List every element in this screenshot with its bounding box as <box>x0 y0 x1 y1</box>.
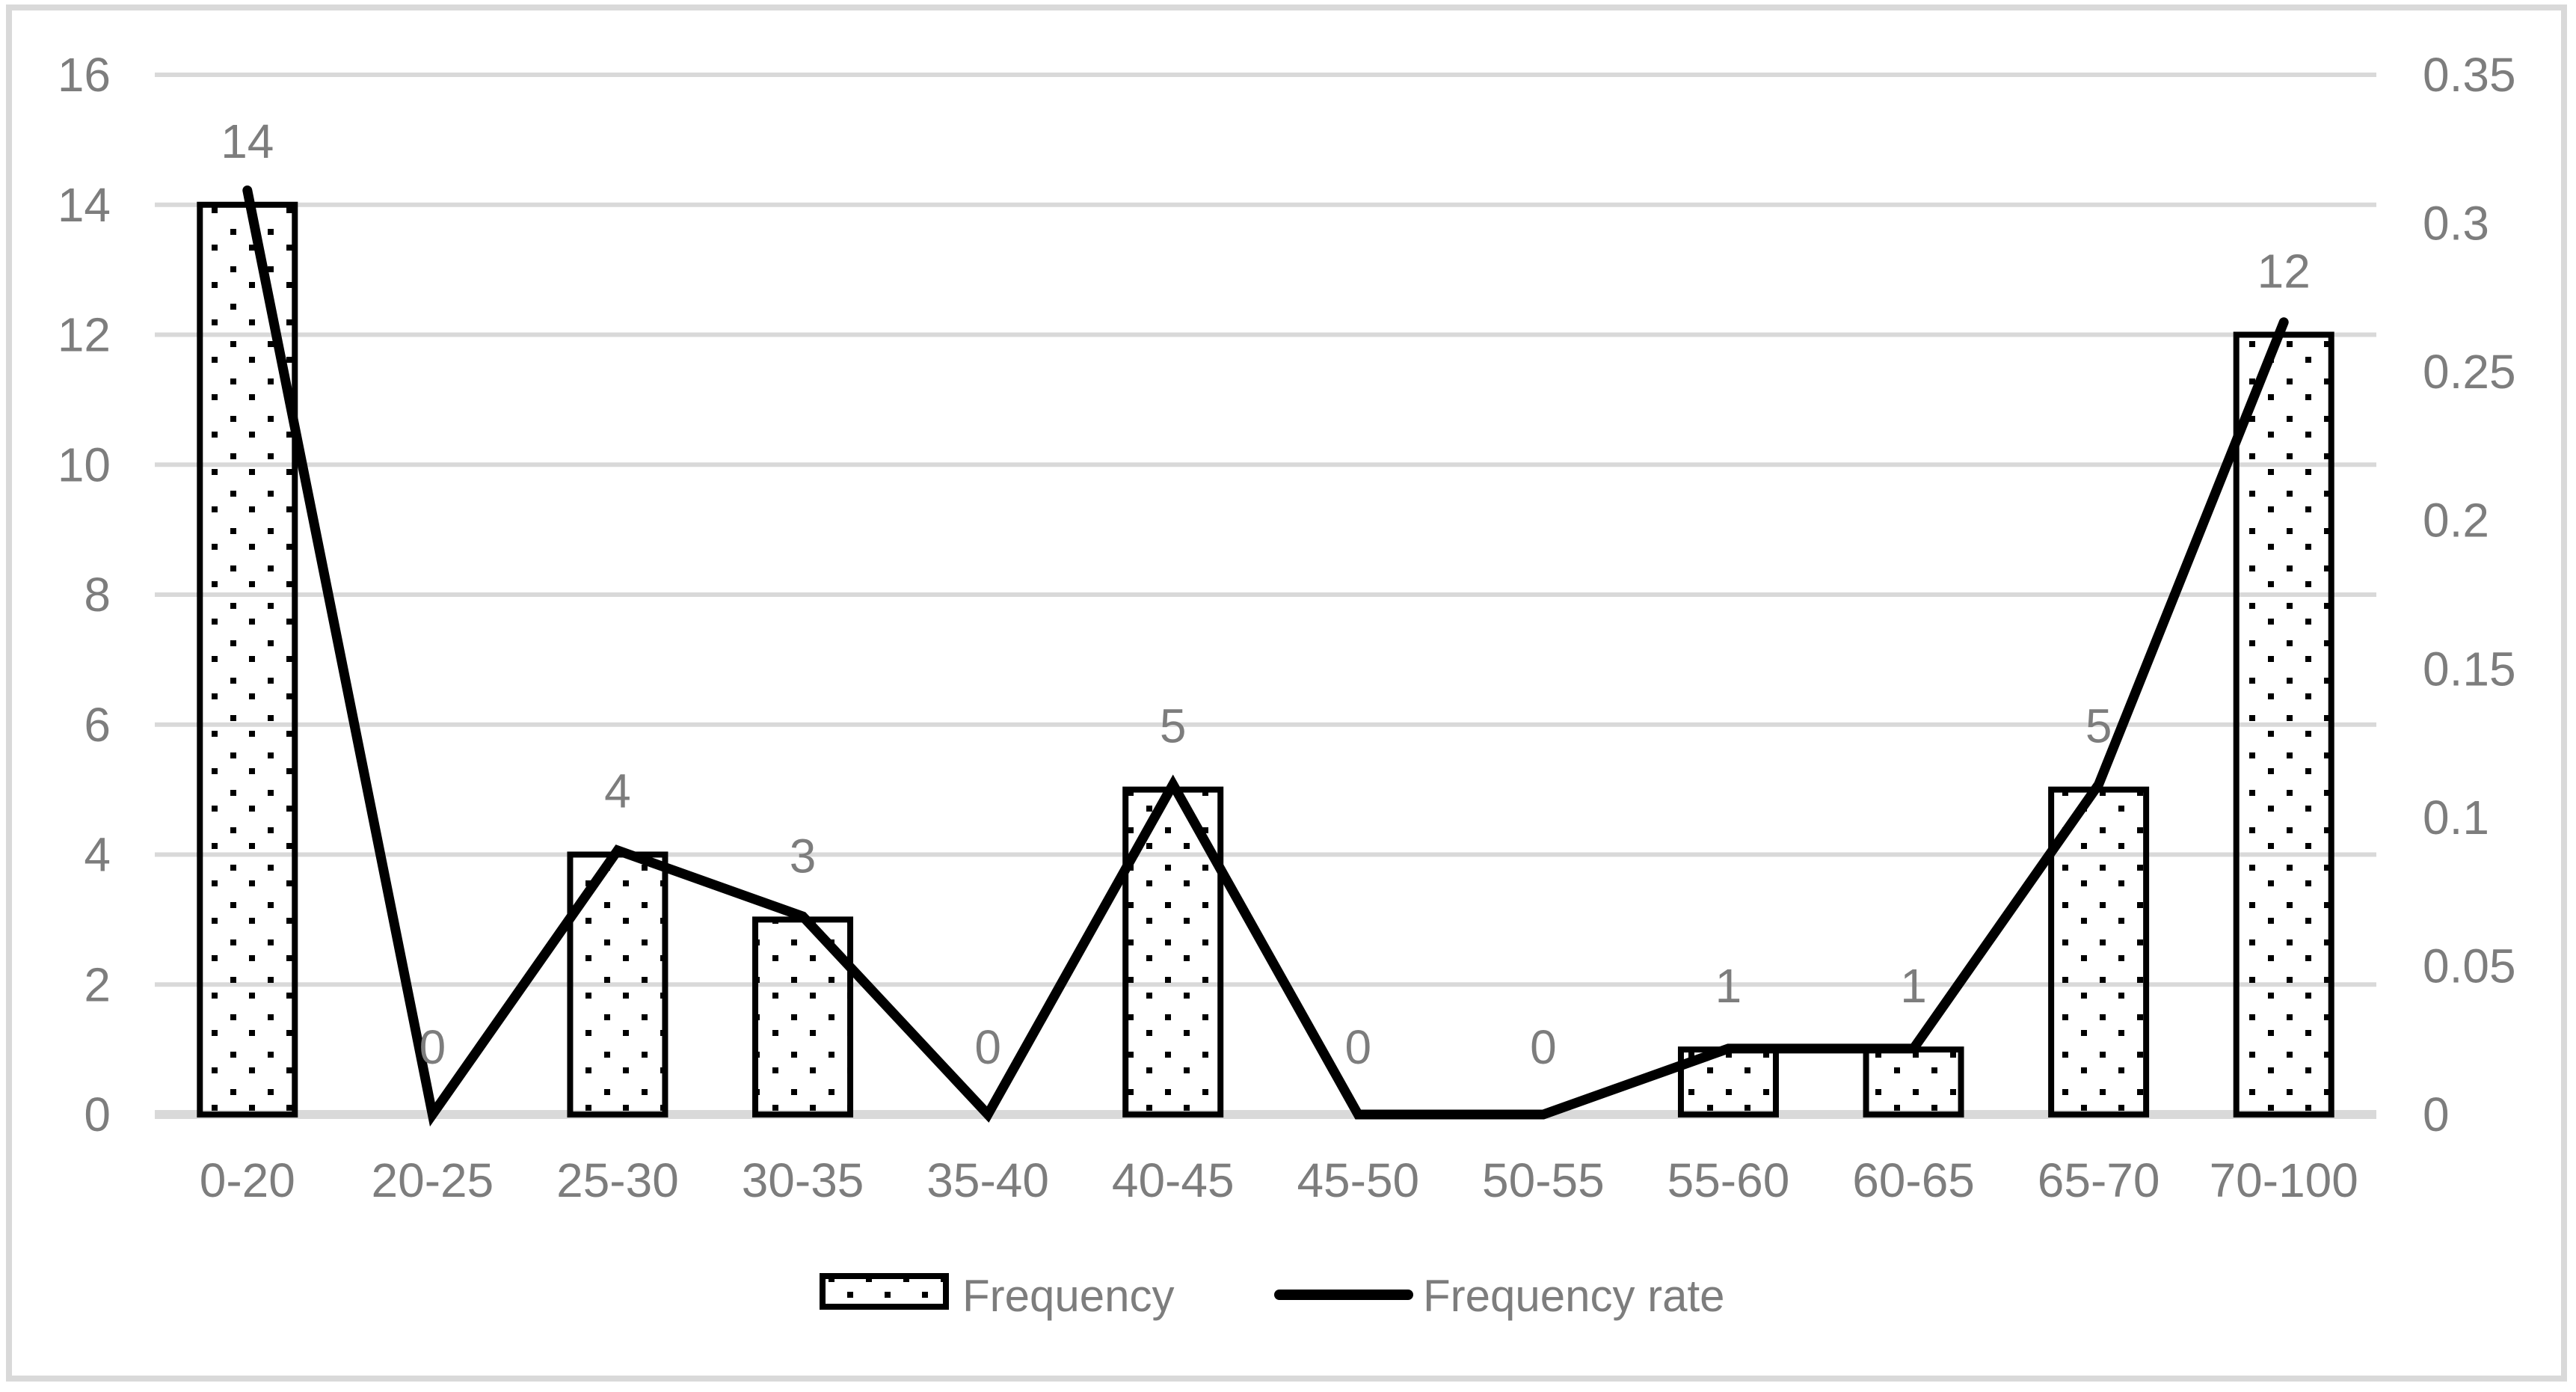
data-labels: 14 0 4 3 0 5 0 0 1 1 5 12 <box>221 114 2311 1074</box>
data-label-60-65: 1 <box>1900 959 1927 1013</box>
frequency-bars <box>197 201 2334 1117</box>
right-axis-tick-labels: 0 0.05 0.1 0.15 0.2 0.25 0.3 0.35 <box>2423 48 2516 1141</box>
data-label-40-45: 5 <box>1160 699 1187 753</box>
right-axis-tick-0.1: 0.1 <box>2423 791 2489 844</box>
x-axis-tick-45-50: 45-50 <box>1297 1153 1419 1207</box>
x-axis-tick-40-45: 40-45 <box>1112 1153 1235 1207</box>
data-label-65-70: 5 <box>2085 699 2112 753</box>
left-axis-tick-6: 6 <box>84 698 111 752</box>
bar-70-100 <box>2233 331 2334 1117</box>
x-axis-tick-35-40: 35-40 <box>926 1153 1049 1207</box>
legend-frequency-label: Frequency <box>962 1271 1174 1321</box>
legend-frequency-rate-label: Frequency rate <box>1423 1271 1725 1321</box>
x-axis-tick-20-25: 20-25 <box>372 1153 494 1207</box>
left-axis-tick-0: 0 <box>84 1088 111 1141</box>
left-axis-tick-2: 2 <box>84 957 111 1011</box>
chart-border-frame <box>6 4 2567 1382</box>
x-axis-tick-0-20: 0-20 <box>200 1153 295 1207</box>
x-axis-tick-60-65: 60-65 <box>1852 1153 1975 1207</box>
x-axis-tick-55-60: 55-60 <box>1667 1153 1790 1207</box>
left-axis-tick-12: 12 <box>58 308 111 362</box>
left-axis-tick-10: 10 <box>58 438 111 491</box>
data-label-55-60: 1 <box>1715 959 1742 1013</box>
bar-60-65 <box>1863 1046 1964 1117</box>
left-axis-tick-4: 4 <box>84 828 111 882</box>
right-axis-tick-0.2: 0.2 <box>2423 494 2489 548</box>
right-axis-tick-0: 0 <box>2423 1088 2450 1141</box>
data-label-35-40: 0 <box>974 1020 1001 1074</box>
data-label-25-30: 4 <box>604 764 631 818</box>
right-axis-tick-0.25: 0.25 <box>2423 345 2516 399</box>
data-label-30-35: 3 <box>790 829 817 883</box>
legend-frequency-swatch-icon <box>820 1273 949 1310</box>
left-axis-tick-8: 8 <box>84 568 111 622</box>
left-axis-tick-labels: 0 2 4 6 8 10 12 14 16 <box>58 48 111 1141</box>
frequency-rate-polyline <box>242 185 2289 1127</box>
data-label-20-25: 0 <box>419 1020 446 1074</box>
x-axis-tick-labels: 0-20 20-25 25-30 30-35 35-40 40-45 45-50 50-55 5… <box>200 1153 2358 1207</box>
data-label-0-20: 14 <box>221 114 274 168</box>
right-axis-tick-0.3: 0.3 <box>2423 197 2489 251</box>
data-label-45-50: 0 <box>1344 1020 1371 1074</box>
data-label-50-55: 0 <box>1530 1020 1557 1074</box>
right-axis-tick-0.05: 0.05 <box>2423 939 2516 993</box>
left-axis-tick-16: 16 <box>58 48 111 102</box>
right-axis-tick-0.35: 0.35 <box>2423 48 2516 102</box>
x-axis-tick-70-100: 70-100 <box>2210 1153 2358 1207</box>
data-label-70-100: 12 <box>2257 245 2311 298</box>
right-axis-tick-0.15: 0.15 <box>2423 642 2516 696</box>
bar-65-70 <box>2048 786 2150 1117</box>
x-axis-tick-25-30: 25-30 <box>556 1153 679 1207</box>
x-axis-tick-50-55: 50-55 <box>1482 1153 1605 1207</box>
frequency-rate-line <box>242 185 2289 1127</box>
x-axis-tick-65-70: 65-70 <box>2038 1153 2160 1207</box>
left-axis-tick-14: 14 <box>58 178 111 232</box>
legend: Frequency Frequency rate <box>820 1271 1725 1321</box>
x-axis-tick-30-35: 30-35 <box>742 1153 864 1207</box>
